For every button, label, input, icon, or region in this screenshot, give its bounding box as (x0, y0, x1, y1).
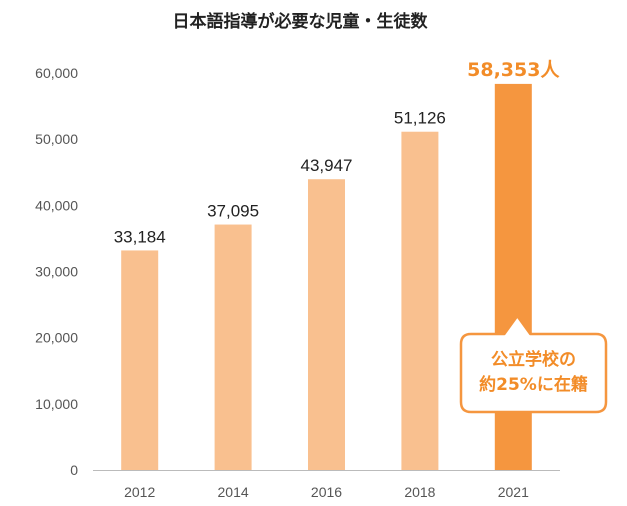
data-label: 58,353人 (467, 59, 560, 81)
x-axis: 2012 2014 2016 2018 2021 (93, 470, 560, 500)
bar-2014 (214, 224, 252, 470)
y-tick-label: 20,000 (35, 330, 78, 346)
y-tick-label: 40,000 (35, 197, 78, 213)
callout-text: 約25%に在籍 (479, 374, 588, 395)
y-tick-label: 30,000 (35, 264, 78, 280)
chart-title: 日本語指導が必要な児童・生徒数 (173, 11, 429, 32)
x-tick-label: 2014 (218, 484, 249, 500)
x-tick-label: 2016 (311, 484, 342, 500)
x-tick-label: 2018 (404, 484, 435, 500)
x-tick-label: 2012 (124, 484, 155, 500)
y-tick-label: 50,000 (35, 131, 78, 147)
y-tick-label: 10,000 (35, 396, 78, 412)
callout-bubble (459, 314, 608, 414)
data-label: 33,184 (114, 227, 166, 246)
y-tick-label: 0 (70, 462, 78, 478)
y-axis: 0 10,000 20,000 30,000 40,000 50,000 60,000 (35, 65, 78, 478)
x-tick-label: 2021 (498, 484, 529, 500)
bar-2016 (308, 179, 345, 470)
data-label: 37,095 (207, 202, 259, 221)
bar-2012 (121, 250, 159, 470)
callout-text: 公立学校の (491, 349, 576, 370)
y-tick-label: 60,000 (35, 65, 78, 81)
bar-2018 (401, 131, 439, 470)
data-label: 51,126 (394, 109, 446, 128)
data-label: 43,947 (301, 156, 353, 175)
